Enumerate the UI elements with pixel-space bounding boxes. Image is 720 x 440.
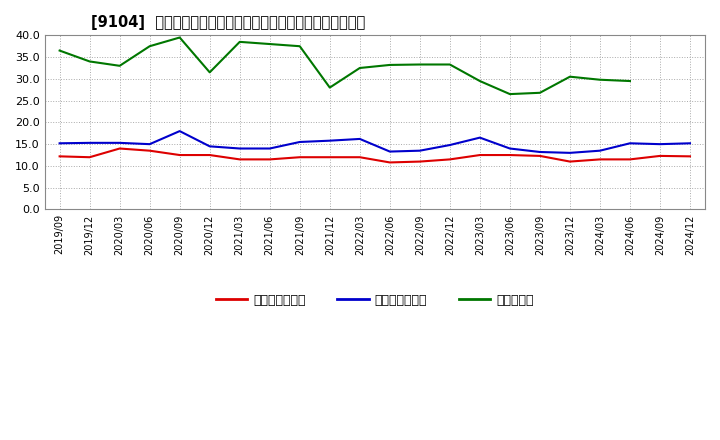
Text: [9104]  売上債権回転率、買入債務回転率、在庫回転率の推移: [9104] 売上債権回転率、買入債務回転率、在庫回転率の推移 [91,15,365,30]
売上債権回転率 [145,148,154,153]
売上債権回転率 [626,157,634,162]
買入債務回転率 [415,148,424,153]
売上債権回転率 [356,154,364,160]
売上債権回転率 [176,152,184,158]
買入債務回転率 [656,142,665,147]
在庫回転率 [626,78,634,84]
買入債務回転率 [566,150,575,155]
買入債務回転率 [85,140,94,146]
売上債権回転率 [595,157,604,162]
売上債権回転率 [85,154,94,160]
Line: 買入債務回転率: 買入債務回転率 [60,131,690,153]
売上債権回転率 [115,146,124,151]
売上債権回転率 [446,157,454,162]
在庫回転率 [415,62,424,67]
買入債務回転率 [266,146,274,151]
買入債務回転率 [475,135,484,140]
買入債務回転率 [595,148,604,153]
買入債務回転率 [176,128,184,134]
買入債務回転率 [385,149,394,154]
買入債務回転率 [235,146,244,151]
在庫回転率 [176,35,184,40]
在庫回転率 [446,62,454,67]
Line: 売上債権回転率: 売上債権回転率 [60,149,690,162]
在庫回転率 [385,62,394,68]
買入債務回転率 [325,138,334,143]
在庫回転率 [235,39,244,44]
売上債権回転率 [566,159,575,164]
買入債務回転率 [205,144,214,149]
在庫回転率 [475,78,484,84]
買入債務回転率 [505,146,514,151]
在庫回転率 [536,90,544,95]
在庫回転率 [205,70,214,75]
売上債権回転率 [266,157,274,162]
買入債務回転率 [626,141,634,146]
売上債権回転率 [295,154,304,160]
在庫回転率 [85,59,94,64]
売上債権回転率 [385,160,394,165]
在庫回転率 [566,74,575,79]
買入債務回転率 [295,139,304,145]
買入債務回転率 [115,140,124,146]
在庫回転率 [295,44,304,49]
買入債務回転率 [685,141,694,146]
売上債権回転率 [475,152,484,158]
買入債務回転率 [55,141,64,146]
買入債務回転率 [446,143,454,148]
売上債権回転率 [505,152,514,158]
在庫回転率 [266,41,274,47]
売上債権回転率 [536,153,544,158]
売上債権回転率 [656,153,665,158]
在庫回転率 [145,44,154,49]
在庫回転率 [325,85,334,90]
買入債務回転率 [536,149,544,154]
Legend: 売上債権回転率, 買入債務回転率, 在庫回転率: 売上債権回転率, 買入債務回転率, 在庫回転率 [211,289,539,312]
売上債権回転率 [685,154,694,159]
Line: 在庫回転率: 在庫回転率 [60,37,630,94]
在庫回転率 [356,66,364,71]
売上債権回転率 [415,159,424,164]
在庫回転率 [505,92,514,97]
売上債権回転率 [55,154,64,159]
売上債権回転率 [325,154,334,160]
買入債務回転率 [356,136,364,142]
売上債権回転率 [205,152,214,158]
売上債権回転率 [235,157,244,162]
在庫回転率 [595,77,604,82]
在庫回転率 [55,48,64,53]
買入債務回転率 [145,142,154,147]
在庫回転率 [115,63,124,69]
